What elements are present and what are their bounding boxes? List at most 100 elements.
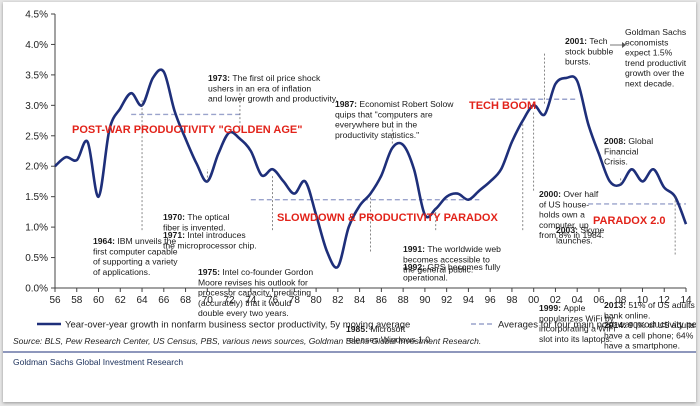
annotation-year: 1985: xyxy=(346,324,370,334)
annotation-line: from 8% in 1984. xyxy=(539,230,604,240)
annotation-line: bursts. xyxy=(565,57,591,67)
annotation-text: 1987: Economist Robert Solow quips that "… xyxy=(335,99,454,140)
annotation-text: 2014: 90% of US adults have a cell phone;… xyxy=(604,320,695,351)
annotation-text: 2013: 51% of US adults bank online. xyxy=(604,300,695,320)
x-tick-label: 92 xyxy=(441,295,453,306)
annotation-line: Microsoft xyxy=(370,324,405,334)
x-tick-label: 68 xyxy=(180,295,192,306)
annotation-year: 2000: xyxy=(539,189,563,199)
annotation-line: processor capacity, predicting xyxy=(198,288,311,298)
period-label: TECH BOOM xyxy=(469,100,536,112)
annotation-line: 51% of US adults xyxy=(628,300,694,310)
legend: Year-over-year growth in nonfarm busines… xyxy=(37,320,696,331)
x-tick-label: 58 xyxy=(71,295,83,306)
annotation-year: 2013: xyxy=(604,300,628,310)
x-tick-label: 88 xyxy=(398,295,410,306)
annotation-year: 1973: xyxy=(208,73,232,83)
annotation-line: of US house- xyxy=(539,199,589,209)
annotation-text: 2008: Global Financial Crisis. xyxy=(604,136,653,167)
y-tick-label: 4.0% xyxy=(25,40,48,51)
annotation-line: expect 1.5% xyxy=(625,48,673,58)
y-tick-label: 2.5% xyxy=(25,131,48,142)
annotation-text: 1971: Intel introduces the microprocessor… xyxy=(163,230,257,250)
x-tick-label: 60 xyxy=(93,295,105,306)
x-tick-label: 06 xyxy=(593,295,605,306)
x-tick-label: 72 xyxy=(224,295,236,306)
period-label: POST-WAR PRODUCTIVITY "GOLDEN AGE" xyxy=(72,124,302,136)
annotation-line: popularizes WiFi by xyxy=(539,313,615,323)
annotation-text: Goldman Sachs economists expect 1.5% trend … xyxy=(625,27,687,89)
annotation-text: 1992: GPS becomes fully operational. xyxy=(403,262,501,282)
annotation-line: The first oil price shock xyxy=(232,73,321,83)
x-tick-label: 66 xyxy=(158,295,170,306)
annotation-line: The worldwide web xyxy=(427,244,501,254)
x-tick-label: 90 xyxy=(419,295,431,306)
annotation-year: 1991: xyxy=(403,244,427,254)
annotation-text: 1970: The optical fiber is invented. xyxy=(163,212,230,232)
annotation-line: becomes accessible to xyxy=(403,254,490,264)
annotation-line: Crisis. xyxy=(604,157,628,167)
annotation-line: of applications. xyxy=(93,267,150,277)
y-tick-labels: 0.0% 0.5% 1.0% 1.5% 2.0% 2.5% 3.0% 3.5% 4.0% 4.5% xyxy=(25,10,55,295)
annotation-text: 2003: Skype launches. xyxy=(556,225,604,245)
annotation-line: bank online. xyxy=(604,310,650,320)
annotation-line: quips that "computers are xyxy=(335,109,433,119)
y-tick-label: 1.5% xyxy=(25,192,48,203)
annotation-year: 1992: xyxy=(403,262,427,272)
annotation-line: launches. xyxy=(556,235,593,245)
annotation-year: 1970: xyxy=(163,212,187,222)
period-labels: POST-WAR PRODUCTIVITY "GOLDEN AGE" SLOWDO… xyxy=(72,100,666,227)
annotation-year: 2008: xyxy=(604,136,628,146)
annotation-line: Economist Robert Solow xyxy=(359,99,454,109)
annotation-line: trend productivit xyxy=(625,58,687,68)
x-tick-label: 70 xyxy=(202,295,214,306)
annotation-year: 1975: xyxy=(198,267,222,277)
annotations: 1964: IBM unveils the first computer capa… xyxy=(93,27,695,351)
annotation-line: IBM unveils the xyxy=(117,236,176,246)
outlook-arrow-head xyxy=(622,42,626,48)
legend-label-growth: Year-over-year growth in nonfarm busines… xyxy=(65,320,410,331)
annotation-line: productivity statistics." xyxy=(335,130,419,140)
productivity-series-line xyxy=(54,68,688,269)
x-tick-labels: 56 58 60 62 64 66 68 70 72 74 76 78 80 82 84 86 88 90 92 94… xyxy=(49,288,692,306)
x-tick-label: 86 xyxy=(376,295,388,306)
footer-text: Goldman Sachs Global Investment Research xyxy=(13,357,183,367)
annotation-line: Over half xyxy=(563,189,598,199)
x-tick-label: 96 xyxy=(485,295,497,306)
annotation-year: 2014: xyxy=(604,320,628,330)
annotation-line: the general public. xyxy=(403,265,473,275)
annotation-line: (accurately) that it would xyxy=(198,298,291,308)
series-lines xyxy=(54,68,688,269)
annotation-leaders xyxy=(141,53,676,255)
annotation-line: slot into its laptops. xyxy=(539,334,612,344)
y-tick-label: 0.5% xyxy=(25,253,48,264)
annotation-text: 1991: The worldwide web becomes accessibl… xyxy=(403,244,501,275)
annotation-line: Skype xyxy=(580,225,604,235)
annotation-line: operational. xyxy=(403,272,448,282)
annotation-text: 1973: The first oil price shock ushers in… xyxy=(208,73,338,104)
x-tick-label: 94 xyxy=(463,295,475,306)
annotation-line: Intel co-founder Gordon xyxy=(222,267,313,277)
x-tick-label: 84 xyxy=(354,295,366,306)
annotation-line: stock bubble xyxy=(565,46,613,56)
x-tick-label: 08 xyxy=(615,295,627,306)
x-tick-label: 74 xyxy=(245,295,257,306)
annotation-year: 2001: xyxy=(565,36,589,46)
annotation-text: 2001: Tech stock bubble bursts. xyxy=(565,36,613,67)
annotation-line: GPS becomes fully xyxy=(427,262,501,272)
annotation-text: 1999: Apple popularizes WiFi by incorporat… xyxy=(539,303,616,344)
annotation-year: 1964: xyxy=(93,236,117,246)
x-tick-label: 14 xyxy=(680,295,692,306)
y-tick-label: 0.0% xyxy=(25,284,48,295)
x-tick-label: 80 xyxy=(311,295,323,306)
x-tick-label: 12 xyxy=(659,295,671,306)
y-tick-label: 1.0% xyxy=(25,223,48,234)
x-tick-label: 56 xyxy=(49,295,61,306)
x-tick-label: 00 xyxy=(528,295,540,306)
annotation-text: 2000: Over half of US house-holds own a co… xyxy=(539,189,604,240)
annotation-text: 1985: Microsoft releases Windows 1.0. xyxy=(346,324,432,344)
annotation-line: the microprocessor chip. xyxy=(163,240,257,250)
y-tick-label: 2.0% xyxy=(25,162,48,173)
annotation-line: have a cell phone; 64% xyxy=(604,330,694,340)
annotation-line: and lower growth and productivity. xyxy=(208,94,338,104)
